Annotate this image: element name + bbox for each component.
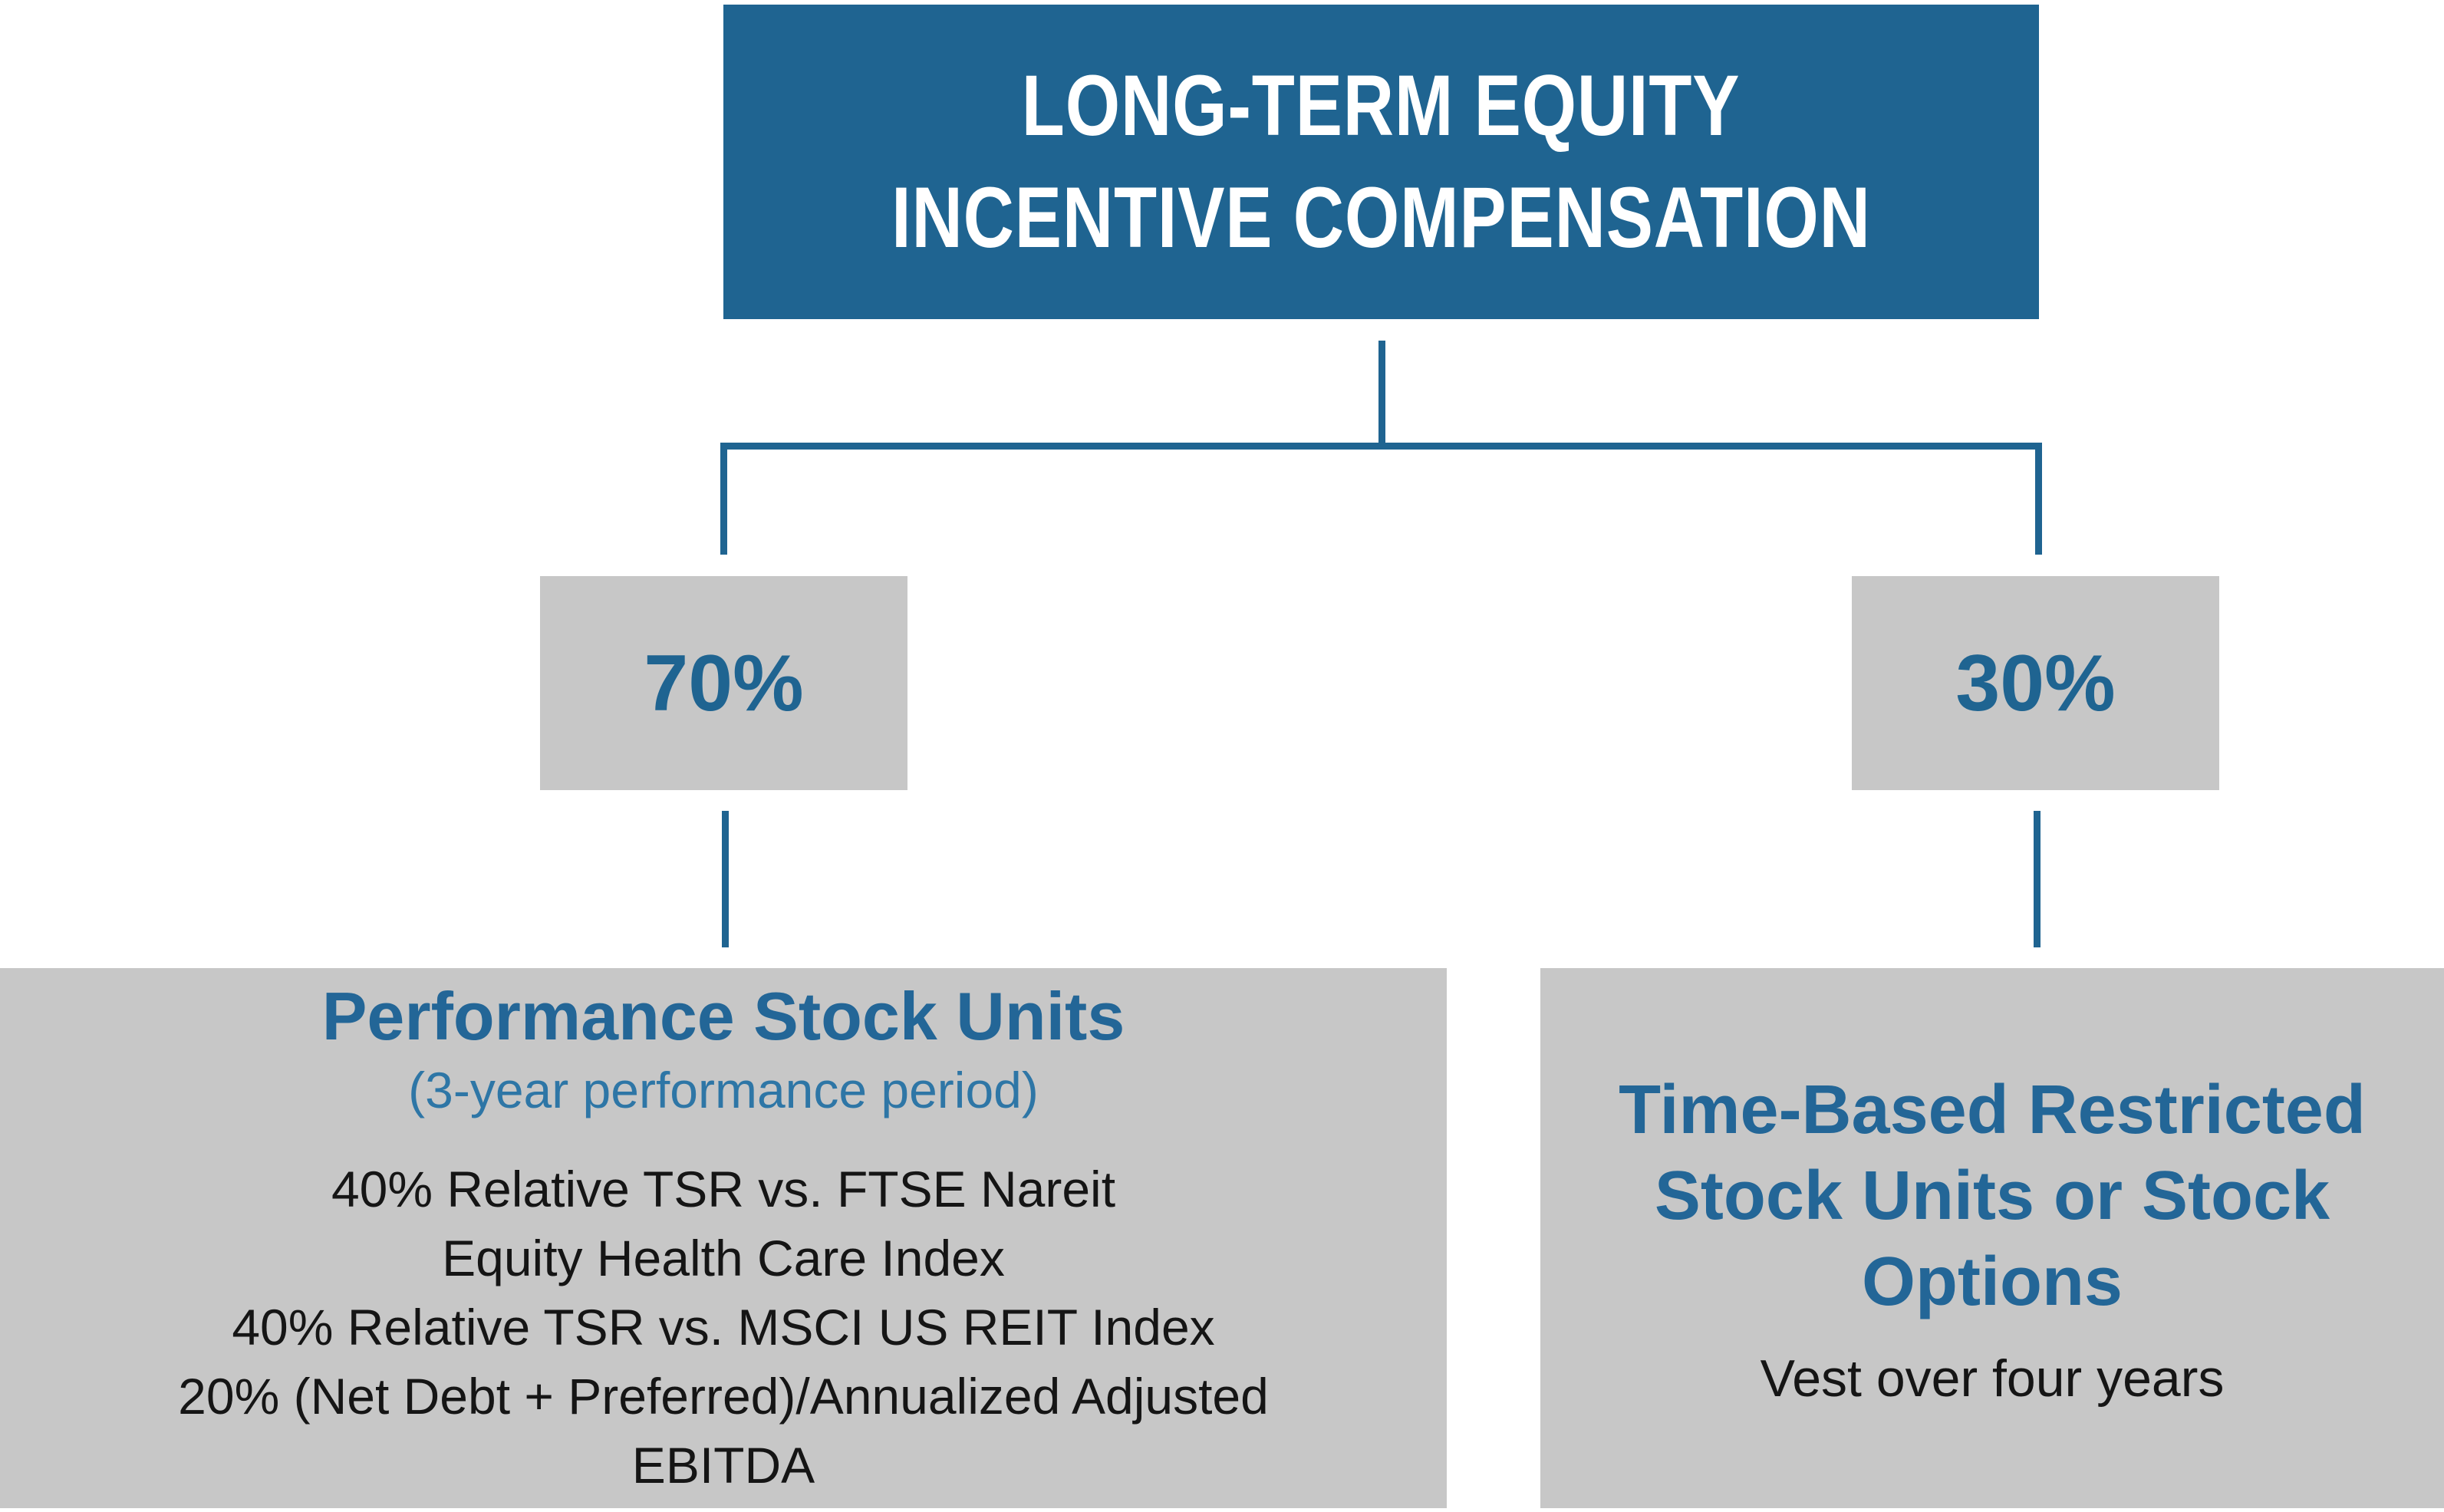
title-box: LONG-TERM EQUITY INCENTIVE COMPENSATION xyxy=(723,5,2039,319)
connector-drop-left xyxy=(720,443,727,555)
time-based-heading-line-2: Stock Units or Stock xyxy=(1654,1158,2330,1234)
vesting-detail: Vest over four years xyxy=(1760,1349,2225,1408)
performance-stock-units-heading: Performance Stock Units xyxy=(321,978,1125,1054)
connector-stem-right-lower xyxy=(2034,811,2041,947)
percent-box-70: 70% xyxy=(540,576,907,790)
title-line-1: LONG-TERM EQUITY xyxy=(1022,58,1741,153)
percent-label-70: 70% xyxy=(644,638,804,728)
performance-stock-units-box: Performance Stock Units (3-year performa… xyxy=(0,968,1447,1508)
time-based-heading-line-3: Options xyxy=(1862,1244,2123,1320)
time-based-heading-line-1: Time-Based Restricted xyxy=(1619,1072,2366,1148)
metric-line: EBITDA xyxy=(631,1437,815,1494)
metric-line: 40% Relative TSR vs. MSCI US REIT Index xyxy=(232,1299,1215,1356)
connector-stem-top xyxy=(1378,341,1385,443)
percent-box-30: 30% xyxy=(1852,576,2219,790)
metric-line: 40% Relative TSR vs. FTSE Nareit xyxy=(331,1161,1116,1217)
time-based-restricted-box: Time-Based Restricted Stock Units or Sto… xyxy=(1540,968,2444,1508)
connector-drop-right xyxy=(2035,443,2042,555)
performance-metrics-list: 40% Relative TSR vs. FTSE Nareit Equity … xyxy=(178,1155,1269,1500)
connector-stem-left-lower xyxy=(722,811,729,947)
title-line-2: INCENTIVE COMPENSATION xyxy=(891,170,1871,265)
metric-line: 20% (Net Debt + Preferred)/Annualized Ad… xyxy=(178,1368,1269,1425)
percent-label-30: 30% xyxy=(1955,638,2116,728)
metric-line: Equity Health Care Index xyxy=(442,1230,1005,1286)
performance-period-subheading: (3-year performance period) xyxy=(408,1062,1039,1118)
connector-horizontal xyxy=(720,443,2042,450)
